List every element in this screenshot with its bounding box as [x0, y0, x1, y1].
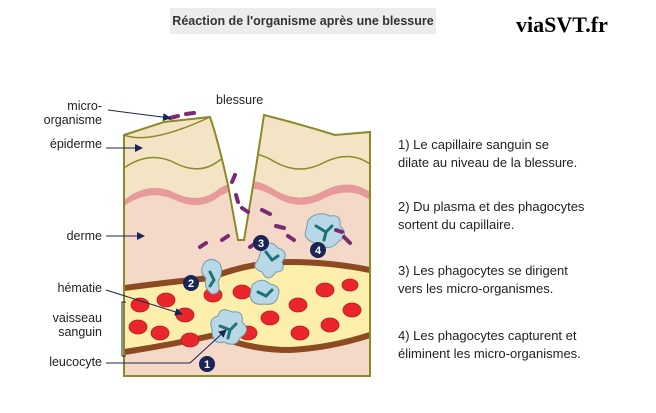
- phagocyte-nuclei: [208, 224, 334, 340]
- marker-2: 2: [183, 275, 199, 291]
- step-1-line2: dilate au niveau de la blessure.: [398, 155, 578, 170]
- diagram-title: Réaction de l'organisme après une blessu…: [170, 8, 436, 34]
- skin-outline: [123, 113, 371, 377]
- step-4-line2: éliminent les micro-organismes.: [398, 346, 581, 361]
- marker-3: 3: [253, 235, 269, 251]
- red-blood-cells: [128, 278, 362, 348]
- micro-organisms: [168, 111, 352, 249]
- label-derme: derme: [67, 229, 102, 243]
- vessel-wall-bottom: [124, 331, 370, 355]
- step-markers: 1 2 3 4: [183, 235, 326, 372]
- phagocyte-3b: [249, 279, 280, 305]
- label-vaisseau-line2: sanguin: [58, 325, 102, 339]
- step-3-line2: vers les micro-organismes.: [398, 281, 554, 296]
- step-2-line1: 2) Du plasma et des phagocytes: [398, 199, 585, 214]
- step-3-text: 3) Les phagocytes se dirigent vers les m…: [398, 262, 648, 298]
- svg-text:3: 3: [258, 238, 264, 250]
- label-blessure: blessure: [216, 93, 263, 107]
- phagocyte-3a: [254, 242, 286, 279]
- label-micro-line1: micro-: [67, 99, 102, 113]
- step-4-line1: 4) Les phagocytes capturent et: [398, 328, 577, 343]
- step-2-line2: sortent du capillaire.: [398, 217, 515, 232]
- step-1-line1: 1) Le capillaire sanguin se: [398, 137, 550, 152]
- brand-logo-text: viaSVT.fr: [516, 12, 608, 37]
- label-leucocyte: leucocyte: [49, 355, 102, 369]
- marker-1: 1: [199, 356, 215, 372]
- step-1-text: 1) Le capillaire sanguin se dilate au ni…: [398, 136, 648, 172]
- label-hematie: hématie: [58, 281, 103, 295]
- phagocytes: [201, 213, 345, 345]
- svg-text:2: 2: [188, 278, 194, 290]
- label-arrows: [105, 109, 227, 364]
- label-micro-line2: organisme: [44, 113, 102, 127]
- step-2-text: 2) Du plasma et des phagocytes sortent d…: [398, 198, 648, 234]
- label-vaisseau-line1: vaisseau: [53, 311, 102, 325]
- step-4-text: 4) Les phagocytes capturent et éliminent…: [398, 327, 648, 363]
- step-3-line1: 3) Les phagocytes se dirigent: [398, 263, 568, 278]
- svg-text:1: 1: [204, 359, 210, 371]
- vessel-wall-top: [124, 258, 370, 291]
- marker-4: 4: [310, 242, 326, 258]
- label-epiderme: épiderme: [50, 137, 102, 151]
- vessel-bracket: [121, 301, 126, 357]
- svg-text:4: 4: [315, 245, 322, 257]
